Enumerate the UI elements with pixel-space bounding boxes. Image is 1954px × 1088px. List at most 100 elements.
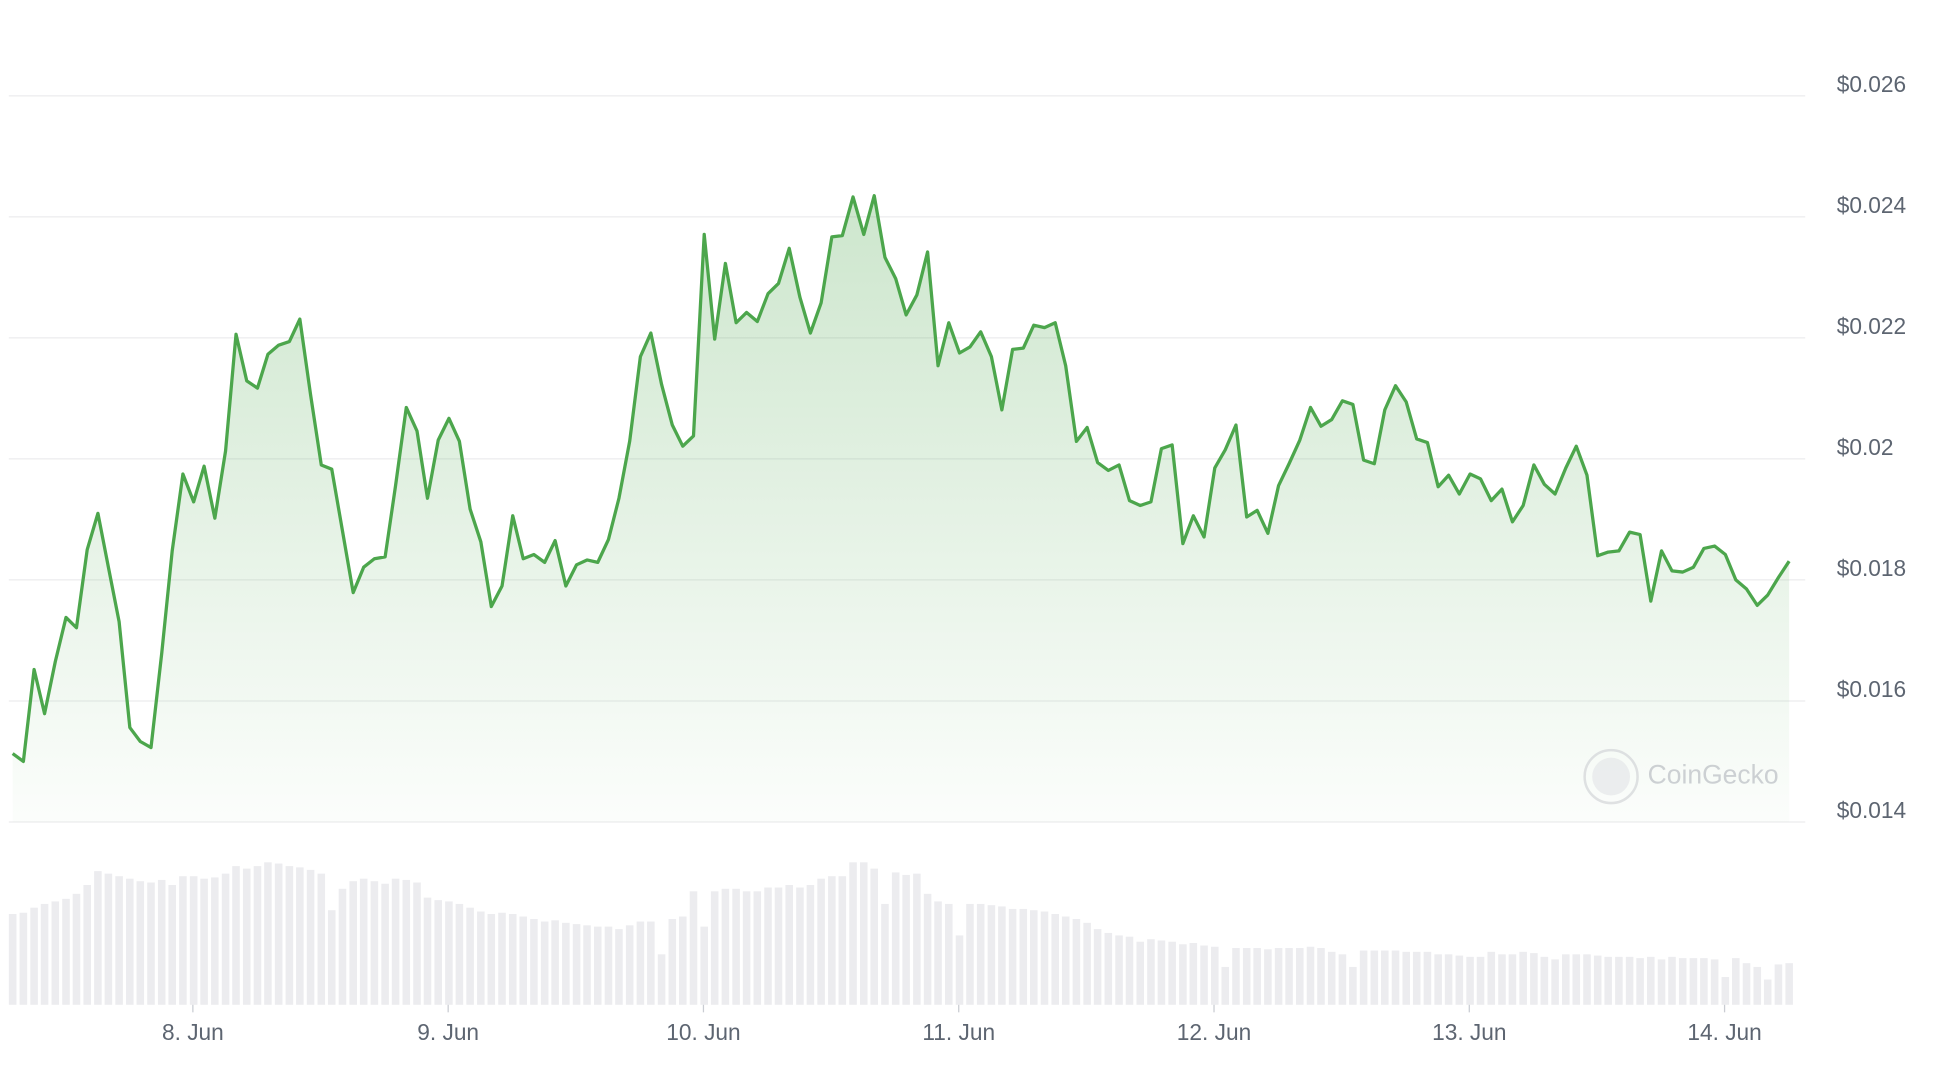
volume-bar xyxy=(1264,949,1272,1005)
volume-bar xyxy=(242,868,251,1005)
volume-bar xyxy=(338,888,347,1005)
y-tick-label: $0.026 xyxy=(1837,71,1906,97)
volume-bar xyxy=(1572,954,1581,1005)
volume-bar xyxy=(157,879,166,1005)
volume-bar xyxy=(1434,954,1442,1005)
volume-bar xyxy=(1732,958,1740,1005)
volume-bar xyxy=(1285,948,1293,1005)
volume-bar xyxy=(1700,958,1708,1005)
volume-bar xyxy=(1253,948,1261,1005)
volume-bar xyxy=(370,881,379,1005)
volume-bar xyxy=(944,903,953,1005)
volume-bar xyxy=(1487,951,1496,1005)
volume-bar xyxy=(732,888,740,1005)
volume-bar xyxy=(1604,956,1612,1005)
y-tick-label: $0.024 xyxy=(1837,192,1906,218)
y-tick-label: $0.016 xyxy=(1837,676,1906,702)
volume-bar xyxy=(1583,954,1591,1005)
volume-bar xyxy=(115,876,123,1005)
volume-bar xyxy=(104,873,113,1005)
volume-bar xyxy=(423,897,432,1005)
volume-bar xyxy=(1562,954,1570,1005)
volume-bar xyxy=(1625,956,1634,1005)
volume-bar xyxy=(1179,944,1187,1005)
volume-bar xyxy=(1061,916,1070,1005)
volume-bar xyxy=(1200,945,1208,1005)
volume-bar xyxy=(615,929,623,1005)
volume-bar xyxy=(1104,932,1113,1005)
x-tick-label: 10. Jun xyxy=(666,1019,740,1045)
volume-bar xyxy=(870,868,879,1005)
price-area xyxy=(12,195,1790,822)
volume-bar xyxy=(1008,908,1017,1005)
volume-bar xyxy=(1615,956,1623,1005)
volume-bar xyxy=(200,878,208,1005)
volume-bar xyxy=(168,885,176,1005)
volume-bar xyxy=(83,885,91,1005)
volume-bar xyxy=(710,891,719,1005)
volume-bar xyxy=(689,891,698,1005)
volume-bar xyxy=(327,910,336,1005)
volume-bar xyxy=(1349,966,1357,1005)
volume-bar xyxy=(1210,946,1219,1005)
volume-bar xyxy=(413,882,421,1005)
volume-bar xyxy=(764,887,772,1005)
volume-bar xyxy=(1721,977,1730,1005)
y-tick-label: $0.014 xyxy=(1837,797,1906,823)
watermark-logo xyxy=(1592,757,1631,796)
plot xyxy=(11,194,1791,822)
volume-bar xyxy=(296,867,304,1005)
y-tick-label: $0.02 xyxy=(1837,434,1894,460)
volume-bar xyxy=(987,905,996,1005)
volume-bar xyxy=(498,912,506,1005)
volume-bar xyxy=(1083,922,1091,1005)
volume-bar xyxy=(774,887,783,1005)
volume-bar xyxy=(62,898,70,1005)
volume-bar xyxy=(1774,964,1783,1005)
volume-bar xyxy=(817,878,825,1005)
volume-bar xyxy=(859,862,868,1005)
volume-bar xyxy=(1359,950,1368,1005)
volume-bar xyxy=(1551,959,1559,1005)
volume-bar xyxy=(1189,942,1198,1005)
volume-bar xyxy=(94,871,102,1005)
volume-bar xyxy=(126,878,134,1005)
volume-bar xyxy=(40,903,49,1005)
volume-bar xyxy=(1689,958,1698,1005)
volume-bar xyxy=(455,903,464,1005)
volume-bar xyxy=(1327,951,1336,1005)
volume-bar xyxy=(274,863,283,1005)
volume-bar xyxy=(881,903,889,1005)
x-tick-label: 12. Jun xyxy=(1177,1019,1251,1045)
volume-bar xyxy=(1296,948,1304,1005)
volume-bar xyxy=(1391,950,1400,1005)
volume-bar xyxy=(1636,958,1644,1005)
volume-bar xyxy=(849,862,857,1005)
volume-bar xyxy=(1476,956,1485,1005)
volume-bar xyxy=(540,921,549,1005)
volume-bar xyxy=(477,911,485,1005)
volume-bar xyxy=(1444,954,1453,1005)
volume-bar xyxy=(466,907,474,1005)
volume-bar xyxy=(1402,951,1411,1005)
volume-bar xyxy=(1530,953,1538,1005)
volume-bar xyxy=(402,879,411,1005)
volume-bar xyxy=(1412,951,1421,1005)
volume-bar xyxy=(1019,908,1028,1005)
volume-bar xyxy=(136,881,145,1005)
volume-bar xyxy=(530,919,538,1005)
volume-bar xyxy=(902,874,910,1005)
volume-bar xyxy=(1763,979,1772,1005)
volume-bar xyxy=(1232,948,1240,1005)
volume-bar xyxy=(1242,948,1251,1005)
volume-bar xyxy=(1317,948,1325,1005)
volume-bar xyxy=(264,862,272,1005)
volume-bar xyxy=(1423,951,1432,1005)
volume-bar xyxy=(742,891,751,1005)
price-line xyxy=(11,194,1791,764)
volume-bar xyxy=(657,954,666,1005)
volume-bar xyxy=(668,919,677,1005)
volume-bar xyxy=(19,912,28,1005)
